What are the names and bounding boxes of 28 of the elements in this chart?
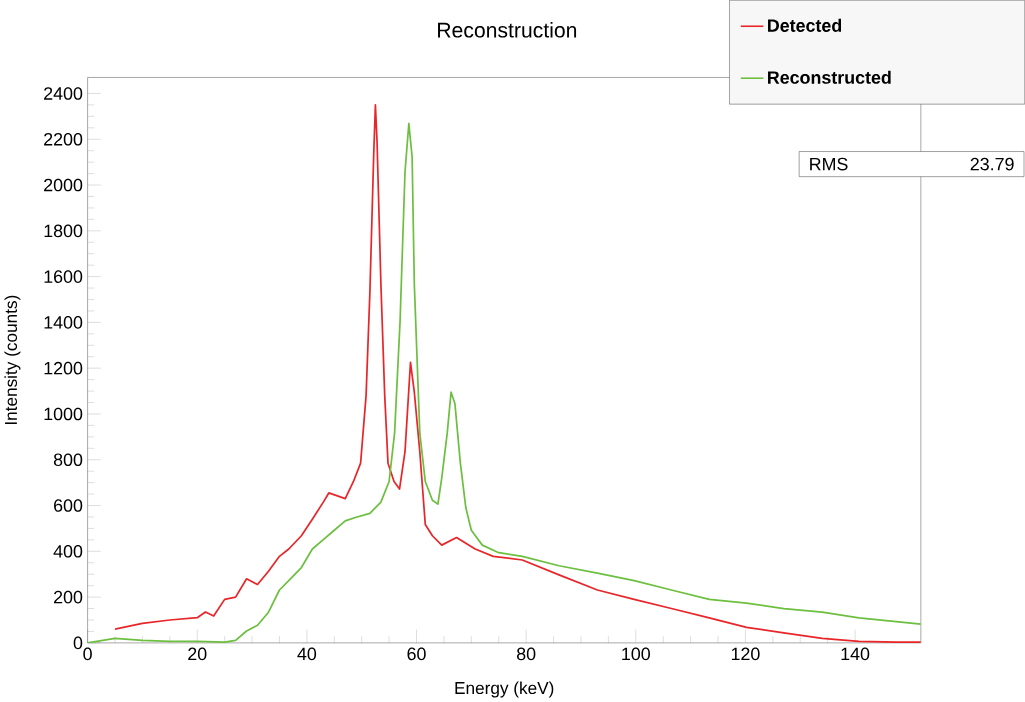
x-tick-label: 40 [297, 647, 317, 661]
annotation: RMS [810, 157, 848, 171]
y-tick-label: 1000 [44, 407, 83, 421]
y-tick-label: 1200 [44, 361, 83, 375]
y-tick-label: 2400 [44, 87, 83, 100]
y-tick-label: 800 [53, 453, 83, 467]
y-tick-label: 1800 [44, 224, 83, 238]
x-tick-label: 20 [188, 647, 207, 661]
y-tick-label: 2000 [44, 178, 83, 192]
y-tick-label: 600 [54, 499, 83, 512]
y-tick-label: 2200 [44, 132, 83, 146]
text: 23.79 [970, 157, 1014, 171]
y-axis-title: Intensity (counts) [4, 295, 21, 425]
x-axis-title: Energy (keV) [455, 681, 554, 698]
x-tick-label: 80 [516, 647, 536, 661]
chart-title: Reconstruction [438, 22, 577, 38]
x-tick-label: 60 [407, 647, 426, 661]
x-tick-label: 100 [622, 647, 650, 661]
x-tick-label: 0 [83, 647, 92, 661]
y-tick-label: 1400 [44, 316, 83, 329]
legend-label: Detected [768, 18, 842, 32]
x-tick-label: 120 [731, 647, 760, 661]
x-tick-label: 140 [841, 647, 870, 661]
y-tick-label: 200 [54, 590, 83, 604]
y-tick-label: 400 [53, 545, 83, 558]
y-tick-label: 1600 [44, 270, 83, 283]
legend-label: Reconstructed [768, 70, 891, 84]
y-tick-label: 0 [73, 636, 83, 650]
